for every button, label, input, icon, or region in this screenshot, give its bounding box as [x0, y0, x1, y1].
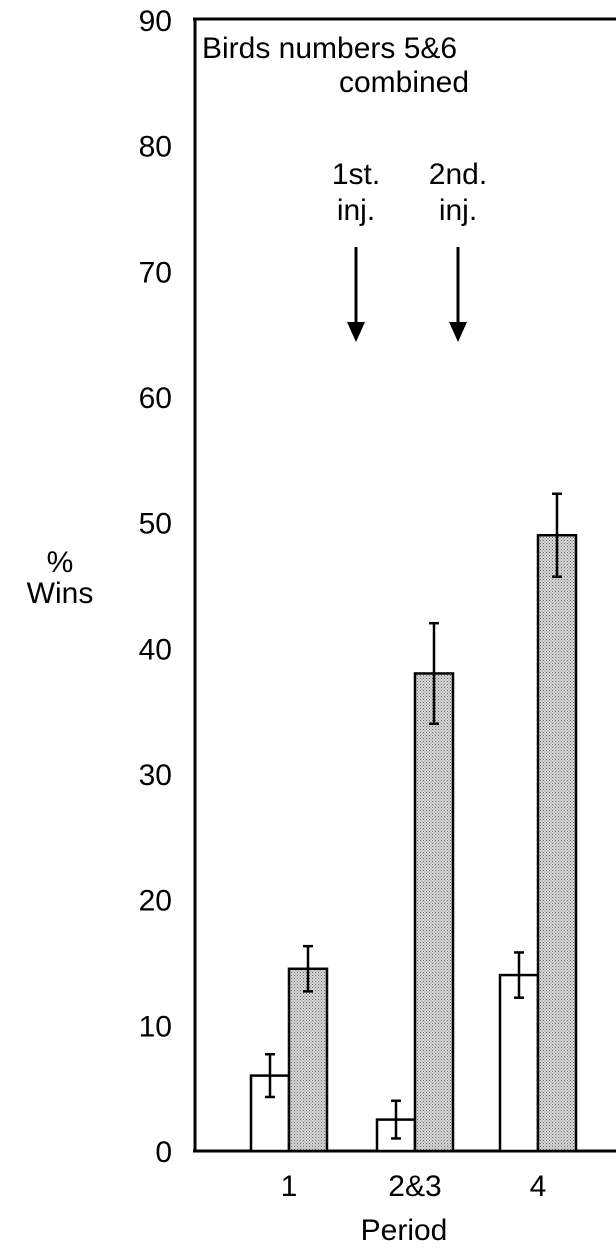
y-axis-label-line2: Wins — [27, 577, 94, 610]
y-tick-label: 10 — [139, 1010, 172, 1043]
annotation-label: 1st. — [332, 158, 380, 191]
annotation-label: inj. — [337, 194, 375, 227]
chart-title: Birds numbers 5&6 — [202, 32, 457, 65]
annotation-label: inj. — [439, 194, 477, 227]
y-tick-label: 60 — [139, 382, 172, 415]
y-tick-label: 0 — [155, 1136, 172, 1169]
bar-series-2 — [538, 535, 576, 1151]
y-tick-label: 50 — [139, 508, 172, 541]
y-tick-label: 30 — [139, 759, 172, 792]
y-tick-label: 90 — [139, 5, 172, 38]
arrow-head-icon — [347, 322, 365, 342]
y-tick-label: 80 — [139, 131, 172, 164]
x-tick-label: 4 — [530, 1170, 547, 1203]
x-axis-label: Period — [361, 1214, 448, 1247]
y-axis-label: % — [47, 546, 74, 579]
bar-series-2 — [289, 969, 327, 1151]
arrow-head-icon — [449, 322, 467, 342]
y-tick-label: 20 — [139, 885, 172, 918]
bars — [251, 535, 576, 1151]
x-tick-labels: 1 2&3 4 — [281, 1170, 547, 1203]
bar-series-2 — [415, 673, 453, 1151]
bar-series-1 — [500, 975, 538, 1151]
chart-subtitle: combined — [339, 66, 469, 99]
annotations: 1st.inj.2nd.inj. — [332, 158, 487, 342]
annotation-label: 2nd. — [429, 158, 487, 191]
x-tick-label: 1 — [281, 1170, 298, 1203]
x-tick-label: 2&3 — [388, 1170, 441, 1203]
y-tick-label: 70 — [139, 256, 172, 289]
y-tick-labels: 0 10 20 30 40 50 60 70 80 90 — [139, 5, 172, 1169]
y-tick-label: 40 — [139, 633, 172, 666]
